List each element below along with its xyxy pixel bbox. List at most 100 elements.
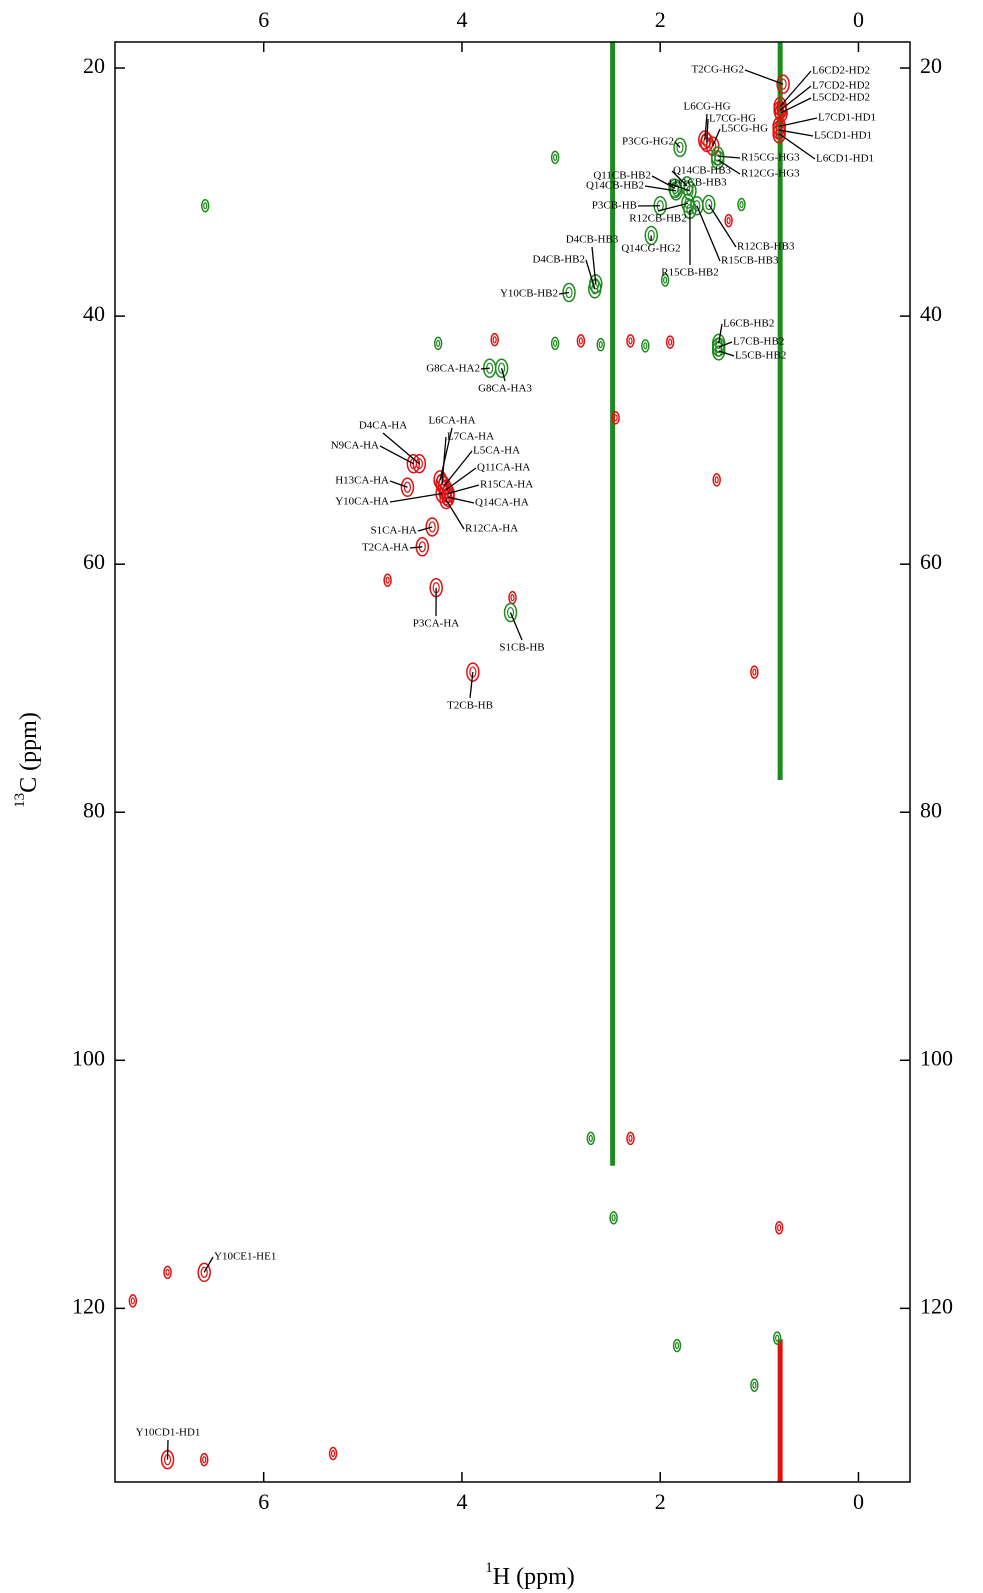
y-tick-label: 120 — [72, 1293, 105, 1318]
peak-contour — [442, 494, 450, 506]
peak — [737, 197, 746, 212]
peak — [199, 1452, 209, 1467]
peak — [503, 602, 518, 623]
peak — [439, 489, 453, 510]
peak-label: G8CA-HA3 — [478, 383, 532, 395]
peak-label: L6CA-HA — [428, 415, 475, 427]
peak-label: L7CB-HB2 — [733, 336, 784, 348]
peak — [626, 334, 635, 348]
peak-contour — [510, 594, 515, 602]
peak — [644, 225, 659, 246]
x-tick-label: 0 — [853, 7, 864, 32]
leader-line — [445, 499, 465, 530]
peak-label: N9CA-HA — [331, 440, 379, 452]
peak-label: D4CB-HB3 — [566, 234, 619, 246]
peak-label: Q14CA-HA — [475, 497, 529, 509]
peak-contour — [663, 276, 668, 284]
leader-line — [718, 323, 723, 344]
peak — [774, 1220, 784, 1235]
peak-label: D4CB-HB2 — [532, 254, 585, 266]
peak — [672, 1338, 682, 1353]
peak-contour — [403, 481, 412, 493]
peak — [596, 337, 605, 352]
peak-label: L5CA-HA — [473, 445, 520, 457]
leader-line — [389, 480, 408, 488]
y-tick-label: 40 — [83, 301, 105, 326]
peak — [406, 453, 421, 474]
peak-contour — [613, 414, 618, 422]
peak-contour — [611, 1214, 616, 1222]
peak-label: R12CG-HG3 — [741, 168, 800, 180]
y-tick-label: 60 — [920, 549, 942, 574]
peak — [400, 477, 415, 498]
leader-line — [779, 70, 812, 107]
peak — [710, 150, 725, 170]
peak — [200, 198, 210, 213]
peak-label: L5CG-HG — [721, 123, 768, 135]
peak-label: S1CA-HA — [371, 525, 418, 537]
peak-contour — [674, 1341, 680, 1350]
leader-line — [445, 467, 477, 491]
peak — [641, 339, 650, 353]
leader-line — [717, 159, 741, 175]
y-tick-label: 80 — [920, 797, 942, 822]
leader-line — [717, 155, 741, 159]
leader-line — [657, 202, 689, 212]
leader-line — [480, 367, 490, 370]
peak-label: R15CB-HB3 — [721, 255, 779, 267]
peak — [586, 1131, 596, 1146]
leader-line — [780, 97, 812, 114]
peak-contour — [777, 1224, 782, 1232]
peak-label: Q11CA-HA — [477, 462, 530, 474]
leader-line — [718, 341, 733, 348]
peak-contour — [553, 339, 558, 347]
peak-contour — [203, 202, 208, 210]
peak — [494, 358, 509, 378]
peak-contour — [200, 1266, 208, 1278]
peak-contour — [779, 78, 787, 90]
y-tick-label: 20 — [920, 53, 942, 78]
peak — [466, 662, 480, 682]
peak-contour — [643, 342, 648, 350]
peak-label: G8CA-HA2 — [426, 363, 480, 375]
peak-contour — [776, 104, 784, 116]
y-tick-label: 100 — [72, 1045, 105, 1070]
y-tick-label: 120 — [920, 1293, 953, 1318]
peak — [197, 1262, 211, 1283]
peak-contour — [628, 1134, 633, 1143]
peak — [712, 473, 721, 487]
peak — [690, 195, 704, 216]
peak-label: Q11CB-HB3 — [669, 177, 727, 189]
peak-contour — [739, 200, 744, 209]
peak-contour — [671, 182, 679, 194]
peak-label: Y10CE1-HE1 — [214, 1251, 276, 1263]
y-tick-label: 40 — [920, 301, 942, 326]
peak-contour — [130, 1297, 135, 1305]
leader-line — [712, 128, 721, 147]
plot-frame — [114, 41, 911, 1483]
peak-contour — [428, 521, 436, 533]
peak-label: Y10CD1-HD1 — [136, 1427, 201, 1439]
leader-line — [389, 492, 443, 503]
leader-line — [382, 432, 420, 465]
peak-contour — [705, 198, 713, 211]
peak-contour — [686, 185, 694, 197]
leader-line — [704, 113, 708, 141]
peak — [562, 282, 576, 303]
peak-label: L6CD2-HD2 — [812, 65, 870, 77]
peak-label: T2CA-HA — [362, 542, 409, 554]
peak — [698, 130, 712, 150]
y-axis-label: 13C (ppm) — [12, 712, 41, 808]
peak — [772, 1331, 782, 1345]
leader-line — [644, 185, 677, 192]
peak — [550, 336, 560, 351]
peak-contour — [628, 337, 633, 345]
peak-label: Q14CG-HG2 — [621, 243, 680, 255]
peak-label: R12CA-HA — [465, 523, 518, 535]
peak-contour — [330, 1449, 336, 1458]
peak — [383, 573, 392, 588]
peak — [490, 332, 499, 347]
peak-contour — [506, 606, 515, 619]
leader-line — [203, 1256, 214, 1273]
